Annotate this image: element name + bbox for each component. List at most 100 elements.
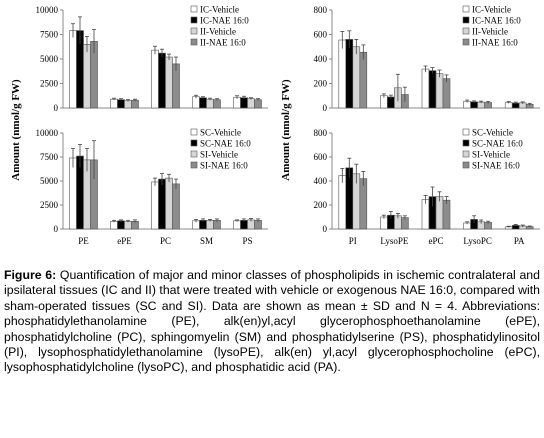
y-tick-label: 0 [54, 103, 59, 113]
y-tick-label: 0 [323, 224, 328, 234]
bar-ic-vehicle-epe [110, 98, 118, 109]
y-tick-label: 10000 [36, 5, 59, 15]
bar-ii-nae-16-0-epc [442, 78, 451, 109]
bar-sc-vehicle-pe [69, 157, 77, 230]
legend-label: II-Vehicle [200, 27, 236, 37]
legend-swatch [190, 16, 198, 24]
bar-si-nae-16-0-epc [442, 199, 451, 230]
x-tick-label: LysoPC [463, 236, 492, 246]
x-tick-label: PC [160, 236, 171, 246]
x-tick-label: PS [242, 236, 252, 246]
legend-label: SI-Vehicle [472, 150, 510, 160]
y-tick-label: 0 [323, 103, 328, 113]
x-tick-label: PA [514, 236, 525, 246]
chart-svg: Amount (nmol/g FW) Amount (nmol/g FW) 0 2… [10, 5, 540, 246]
y-tick-label: 800 [314, 5, 328, 15]
chart-panel-bottom-right: 0 200 400 600 800 PI LysoPE ePC LysoPC PA SC-Vehic… [314, 128, 540, 246]
x-tick-label: ePE [117, 236, 132, 246]
bar-ii-nae-16-0-pi [359, 51, 368, 109]
legend-label: II-NAE 16:0 [200, 38, 246, 48]
x-tick-label: ePC [428, 236, 443, 246]
bar-ii-vehicle-pc [165, 56, 173, 109]
bar-si-nae-16-0-pi [359, 178, 368, 230]
legend-label: IC-NAE 16:0 [472, 16, 521, 26]
legend-swatch [190, 139, 198, 147]
legend-swatch [462, 5, 470, 13]
figure-caption: Figure 6: Quantification of major and mi… [4, 268, 540, 376]
bar-ii-vehicle-ps [247, 98, 255, 109]
bar-ic-nae-16-0-sm [199, 97, 207, 109]
legend-swatch [462, 27, 470, 35]
legend-label: IC-Vehicle [472, 5, 511, 15]
bar-ic-nae-16-0-epc [428, 70, 437, 109]
x-tick-label: PI [349, 236, 357, 246]
legend-label: SC-Vehicle [200, 128, 241, 138]
y-tick-label: 0 [54, 224, 59, 234]
legend-swatch [462, 161, 470, 169]
x-tick-label: SM [200, 236, 213, 246]
legend-label: SC-NAE 16:0 [200, 139, 251, 149]
y-tick-label: 800 [314, 128, 328, 138]
bar-ic-nae-16-0-pc [158, 52, 166, 109]
legend-label: SC-NAE 16:0 [472, 139, 523, 149]
bar-si-nae-16-0-pc [172, 183, 180, 230]
y-tick-label: 200 [314, 79, 328, 89]
x-tick-label: LysoPE [380, 236, 409, 246]
legend-label: SI-Vehicle [200, 150, 238, 160]
caption-text: Quantification of major and minor classe… [4, 268, 540, 375]
bar-sc-nae-16-0-pc [158, 178, 166, 230]
legend-label: II-Vehicle [472, 27, 508, 37]
legend-swatch [190, 161, 198, 169]
bar-sc-vehicle-epe [110, 221, 118, 230]
y-tick-label: 5000 [40, 54, 59, 64]
bar-ic-vehicle-pe [69, 30, 77, 109]
bar-ii-vehicle-pi [352, 46, 361, 109]
legend-swatch [462, 16, 470, 24]
y-tick-label: 400 [314, 176, 328, 186]
legend-label: II-NAE 16:0 [472, 38, 518, 48]
y-tick-label: 7500 [40, 152, 59, 162]
bar-ii-nae-16-0-epe [131, 99, 139, 109]
legend-swatch [190, 38, 198, 46]
y-tick-label: 400 [314, 54, 328, 64]
bar-ic-vehicle-pi [338, 39, 347, 109]
bar-ic-vehicle-epc [421, 68, 430, 109]
y-tick-label: 2500 [40, 79, 59, 89]
y-tick-label: 600 [314, 30, 328, 40]
legend-swatch [190, 150, 198, 158]
bar-sc-vehicle-pc [151, 181, 159, 230]
legend-swatch [462, 139, 470, 147]
y-axis-label-left: Amount (nmol/g FW) [10, 79, 22, 181]
bar-si-vehicle-epc [435, 196, 444, 230]
bar-ic-vehicle-pc [151, 49, 159, 109]
bar-si-vehicle-epe [124, 221, 132, 230]
legend-swatch [462, 128, 470, 136]
y-tick-label: 5000 [40, 176, 59, 186]
bar-ic-nae-16-0-pi [345, 39, 354, 109]
bar-ic-vehicle-sm [192, 96, 200, 109]
legend-swatch [190, 27, 198, 35]
y-tick-label: 2500 [40, 200, 59, 210]
y-tick-label: 600 [314, 152, 328, 162]
bar-ic-vehicle-ps [233, 96, 241, 109]
legend-label: SC-Vehicle [472, 128, 513, 138]
legend-label: SI-NAE 16:0 [200, 161, 248, 171]
bar-sc-vehicle-pi [338, 175, 347, 230]
y-tick-label: 10000 [36, 128, 59, 138]
bar-si-vehicle-pc [165, 177, 173, 230]
bar-ii-vehicle-sm [206, 98, 214, 109]
figure-panels: Amount (nmol/g FW) Amount (nmol/g FW) 0 2… [10, 5, 540, 246]
bar-ii-vehicle-pe [83, 43, 91, 109]
legend-swatch [190, 128, 198, 136]
bar-ii-vehicle-epe [124, 100, 132, 109]
x-tick-label: PE [78, 236, 89, 246]
legend-label: SI-NAE 16:0 [472, 161, 520, 171]
y-tick-label: 7500 [40, 30, 59, 40]
bar-ii-nae-16-0-ps [254, 99, 262, 109]
bar-sc-nae-16-0-epe [117, 220, 125, 230]
y-tick-label: 200 [314, 200, 328, 210]
legend-swatch [190, 5, 198, 13]
